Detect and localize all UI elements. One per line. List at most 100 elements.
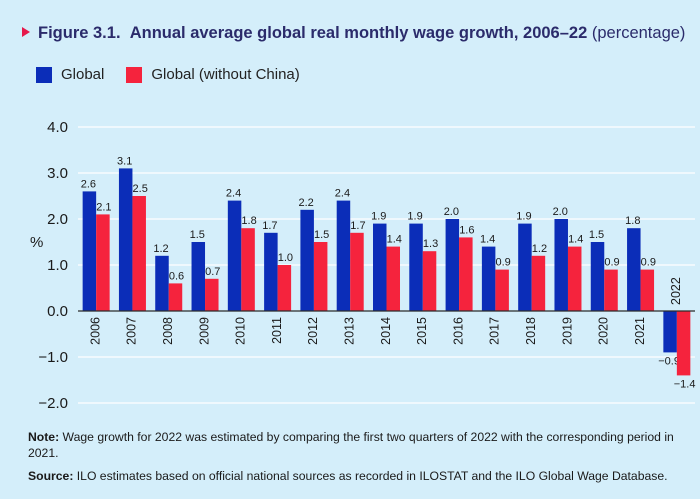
y-axis-label: % (30, 234, 43, 251)
x-tick-label: 2006 (88, 317, 102, 345)
y-tick-label: 3.0 (47, 165, 68, 182)
bar-global-without-china (168, 283, 183, 311)
triangle-marker-icon (22, 27, 30, 37)
legend-label-global-without-china: Global (without China) (151, 66, 300, 83)
note-text: Wage growth for 2022 was estimated by co… (28, 430, 674, 460)
bar-global (518, 223, 532, 311)
x-tick-label: 2020 (597, 317, 611, 345)
y-tick-label: 1.0 (47, 257, 68, 274)
data-label: 1.5 (314, 229, 329, 241)
bar-chart: 4.0 3.0 2.0 1.0 0.0 −1.0 −2.0% 2.62.1 2006 3.1 2.5… (30, 119, 696, 412)
x-tick-label: 2016 (451, 317, 465, 345)
data-label: 1.7 (350, 220, 365, 232)
bar-global (409, 223, 423, 311)
bar-global (663, 311, 677, 353)
footnotes: Note: Wage growth for 2022 was estimated… (28, 429, 678, 491)
x-tick-label: 2019 (560, 317, 574, 345)
data-label: 1.4 (568, 234, 583, 246)
data-label: 1.7 (262, 220, 277, 232)
data-label: 0.7 (205, 266, 220, 278)
legend-item-global-without-china: Global (without China) (126, 66, 300, 83)
data-label: 2.2 (299, 197, 314, 209)
note-paragraph: Note: Wage growth for 2022 was estimated… (28, 429, 678, 461)
y-tick-label: 2.0 (47, 211, 68, 228)
bar-global (118, 168, 133, 311)
bar-global-without-china (459, 237, 473, 311)
data-label: 1.4 (387, 234, 402, 246)
y-tick-label: 0.0 (47, 303, 68, 320)
data-label: 1.0 (278, 252, 293, 264)
bar-global-without-china (567, 246, 582, 311)
data-label: 1.3 (423, 238, 438, 250)
data-label: 0.6 (169, 270, 184, 282)
legend-item-global: Global (36, 66, 104, 83)
bar-global-without-china (640, 269, 655, 311)
data-label: 2.4 (335, 188, 350, 200)
legend-swatch-global (36, 66, 52, 83)
bar-global-without-china (350, 232, 364, 311)
bar-global (627, 228, 641, 311)
data-label: 1.8 (625, 215, 640, 227)
y-tick-label: −1.0 (38, 349, 68, 366)
unit-note: (percentage) (591, 24, 686, 42)
data-label: 1.2 (532, 243, 547, 255)
bar-global-without-china (205, 278, 219, 311)
bar-global-without-china (277, 265, 292, 311)
note-label: Note: (28, 430, 60, 444)
figure-heading: Annual average global real monthly wage … (129, 24, 588, 42)
x-tick-label: 2007 (125, 317, 139, 345)
bar-global-without-china (422, 251, 437, 311)
x-tick-label: 2022 (669, 277, 683, 305)
data-label: 0.9 (641, 257, 656, 269)
bar-global (264, 232, 278, 311)
data-label: 1.2 (153, 243, 168, 255)
bar-global (481, 246, 496, 311)
bar-global-without-china (676, 311, 691, 376)
bar-global (554, 219, 568, 311)
bar-global-without-china (241, 228, 255, 311)
x-tick-label: 2021 (633, 317, 647, 345)
bar-global-without-china (495, 269, 509, 311)
x-tick-label: 2012 (306, 317, 320, 345)
x-tick-label: 2014 (379, 317, 393, 345)
bar-global (82, 191, 97, 311)
bar-global (336, 200, 351, 311)
bar-global (590, 242, 605, 311)
data-label: 2.1 (96, 201, 111, 213)
x-tick-label: 2017 (488, 317, 502, 345)
data-label: 1.5 (190, 229, 205, 241)
data-label: 2.0 (444, 206, 459, 218)
bar-global (373, 223, 387, 311)
x-tick-label: 2010 (234, 317, 248, 345)
bar-global (445, 219, 460, 311)
data-label: 2.6 (81, 178, 96, 190)
bar-global-without-china (96, 214, 110, 311)
data-label: 3.1 (117, 155, 132, 167)
y-tick-label: 4.0 (47, 119, 68, 136)
data-label: 1.9 (516, 211, 531, 223)
legend-label-global: Global (61, 66, 105, 83)
y-tick-label: −2.0 (38, 395, 68, 412)
data-label: 1.5 (589, 229, 604, 241)
data-label: 1.8 (241, 215, 256, 227)
figure-title: Figure 3.1. Annual average global real m… (22, 24, 685, 43)
source-label: Source: (28, 469, 74, 483)
data-label: 2.5 (133, 183, 148, 195)
bar-global-without-china (132, 196, 146, 311)
legend-swatch-global-without-china (126, 66, 143, 83)
x-tick-label: 2018 (524, 317, 538, 345)
source-text: ILO estimates based on official national… (73, 469, 668, 483)
x-tick-label: 2009 (197, 317, 211, 345)
x-tick-label: 2013 (343, 317, 357, 345)
bar-global (191, 242, 206, 311)
bar-global-without-china (386, 246, 400, 311)
data-label: 2.4 (226, 188, 241, 200)
data-label: 0.9 (604, 257, 619, 269)
bar-global-without-china (313, 242, 328, 311)
bar-global (227, 200, 242, 311)
data-label: 1.6 (459, 224, 474, 236)
bar-global-without-china (604, 269, 618, 311)
data-label: −0.9 (658, 355, 680, 367)
data-label: 1.9 (407, 211, 422, 223)
data-label: −1.4 (674, 378, 696, 390)
